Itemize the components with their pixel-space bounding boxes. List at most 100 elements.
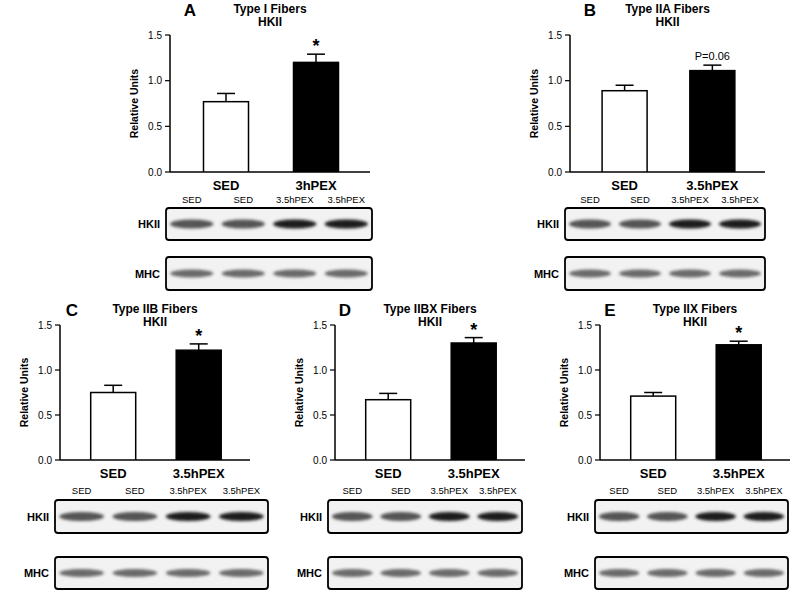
blot-box [595,557,788,589]
y-label: Relative Units [128,69,140,139]
blot-band [325,270,368,278]
bar [204,102,249,172]
blot-band [647,512,688,521]
y-label: Relative Units [558,358,570,428]
y-tick-label: 0.5 [578,410,592,421]
annotation: P=0.06 [695,50,730,62]
blot-box [328,500,522,533]
panel-letter: B [584,1,596,20]
subtitle: HKII [258,15,282,29]
error-cap [703,64,721,66]
blot-box [565,257,765,290]
blot-box [166,257,372,290]
x-tick-label: 3.5hPEX [713,466,765,481]
panel: AType I FibersHKII0.00.51.01.5Relative U… [128,1,372,290]
y-tick [330,324,335,325]
blot-band [59,512,104,521]
y-tick-label: 1.0 [38,365,52,376]
panel-letter: A [184,1,196,20]
blot-band [719,270,761,278]
blot-band [647,569,688,577]
annotation: * [195,326,202,346]
lane-label: SED [182,194,202,205]
panel-letter: E [604,301,615,320]
y-tick-label: 1.0 [578,365,592,376]
error-cap [104,385,122,387]
bars [631,341,762,460]
x-tick-label: SED [640,466,667,481]
bar [690,71,735,172]
error-cap [644,392,662,394]
panel-letter: D [339,301,351,320]
lane-label: 3.5hPEX [479,485,517,496]
blot-row-label: HKII [537,218,559,230]
y-tick [55,414,60,415]
x-tick-label: 3hPEX [295,178,337,193]
blot-row-label: MHC [135,268,160,280]
y-tick [165,80,170,81]
blot-band [569,270,611,278]
blot-box [328,557,522,589]
blot-band [59,569,104,577]
y-tick [55,369,60,370]
blot-row-label: MHC [297,567,322,579]
annotation: * [735,323,742,343]
y-tick [330,459,335,460]
panel: BType IIA FibersHKII0.00.51.01.5Relative… [528,1,765,290]
blot-band [273,220,316,229]
title: Type IIBX Fibers [383,302,476,316]
blot-band [219,569,264,577]
lane-label: SED [125,485,145,496]
y-label: Relative Units [18,358,30,428]
blot-box [55,500,268,533]
y-tick [330,414,335,415]
blot-band [429,569,470,577]
bar [451,343,496,460]
y-tick-label: 1.5 [578,320,592,331]
y-tick-label: 0.0 [148,167,162,178]
blot-band [166,512,211,521]
y-axis [569,35,571,172]
y-tick-label: 0.5 [148,121,162,132]
subtitle: HKII [418,315,442,329]
title: Type I Fibers [233,2,306,16]
bar [602,91,647,172]
lane-label: SED [658,485,678,496]
y-tick [595,369,600,370]
bar [294,62,339,172]
annotation: * [470,320,477,340]
bar [176,350,221,460]
y-tick [565,80,570,81]
blot-band [170,220,213,229]
y-label: Relative Units [293,358,305,428]
blot-band [429,512,470,521]
y-tick-label: 0.5 [313,410,327,421]
blot-band [332,569,373,577]
panel: CType IIB FibersHKII0.00.51.01.5Relative… [18,301,268,589]
lane-label: SED [580,194,600,205]
y-tick-label: 0.0 [578,455,592,466]
blot-band [222,220,265,229]
x-tick-label: 3.5hPEX [173,466,225,481]
blot-row-label: HKII [300,511,322,523]
blot-row-label: HKII [27,511,49,523]
blot-band [619,220,661,229]
blot-band [219,512,264,521]
lane-label: 3.5hPEX [697,485,735,496]
x-tick-label: SED [213,178,240,193]
bars [91,344,222,460]
y-tick-label: 1.5 [38,320,52,331]
y-tick [565,34,570,35]
blot-box [595,500,788,533]
title: Type IIX Fibers [653,302,738,316]
y-tick-label: 0.5 [38,410,52,421]
lane-label: SED [233,194,253,205]
lane-label: 3.5hPEX [328,194,366,205]
subtitle: HKII [683,315,707,329]
subtitle: HKII [656,15,680,29]
blot-band [599,569,640,577]
error-cap [217,93,235,95]
y-tick-label: 1.0 [548,75,562,86]
lane-label: 3.5hPEX [431,485,469,496]
blot-band [380,569,421,577]
